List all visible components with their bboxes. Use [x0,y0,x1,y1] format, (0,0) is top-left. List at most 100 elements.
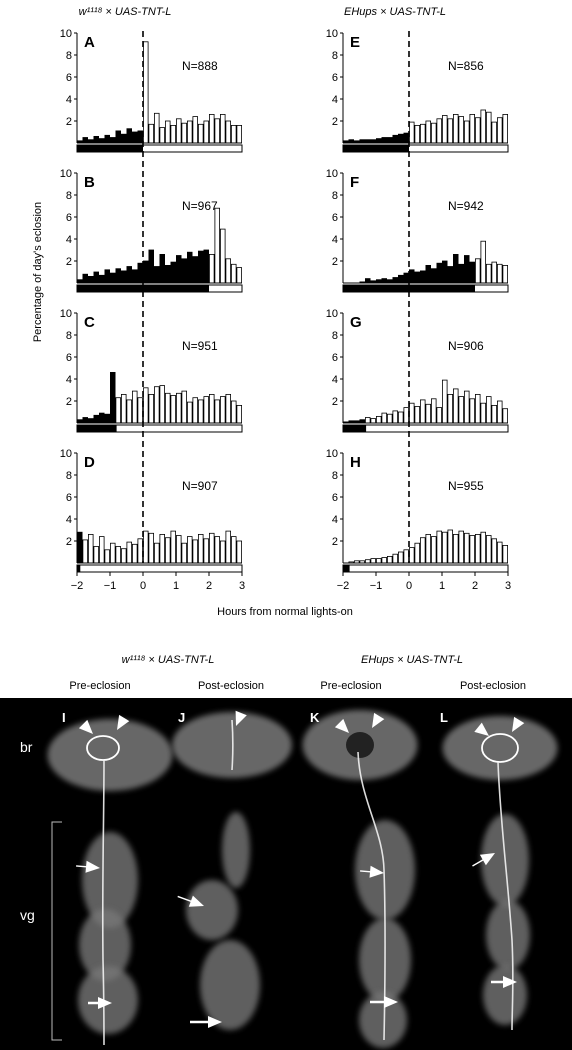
bar-f-18 [441,260,448,284]
bar-a-27 [225,120,231,144]
bar-b-15 [159,253,165,284]
xtick-label-d-4: 2 [206,580,212,592]
bar-c-24 [208,393,215,424]
bar-d-20 [186,536,193,564]
bar-d-9 [126,541,133,564]
bar-h-7 [381,557,387,564]
bar-f-15 [425,264,431,284]
bar-d-18 [175,535,182,564]
bar-c-4 [99,412,105,424]
ytick-label-h-0: 2 [332,536,338,548]
bar-g-8 [386,413,393,424]
bar-e-26 [485,111,492,144]
bar-g-9 [392,410,398,424]
tract-j [231,719,234,771]
bar-e-23 [469,114,475,144]
ytick-label-d-1: 4 [66,514,72,526]
bar-d-17 [170,530,176,564]
bar-d-23 [203,538,209,564]
bar-a-12 [142,41,149,144]
bar-a-8 [121,133,127,144]
ytick-label-a-2: 6 [66,72,72,84]
brain-l [442,716,558,780]
bar-d-2 [88,534,94,564]
chart-panel-h: 2 4 6 8 10 H N=955 −2 −1 0 1 2 3 [326,448,511,592]
ytick-label-a-1: 4 [66,94,72,106]
bar-g-7 [381,412,387,424]
ytick-label-b-3: 8 [66,190,72,202]
bar-c-29 [236,404,242,424]
light-bar-g [342,424,509,433]
dark-bar-h [343,565,350,572]
bar-d-15 [159,534,165,564]
bar-g-26 [485,396,492,424]
xtick-label-h-1: −1 [370,580,383,592]
bar-c-7 [115,397,122,424]
bar-b-9 [126,266,133,284]
bar-a-9 [126,128,133,144]
bar-h-28 [496,541,503,564]
ytick-label-c-4: 10 [60,308,72,320]
bar-e-20 [452,114,459,144]
bar-d-12 [142,530,149,564]
vg-j-upper [222,812,250,888]
bar-c-16 [164,392,171,424]
bar-f-23 [469,261,475,284]
ytick-label-c-2: 6 [66,352,72,364]
bar-h-12 [408,547,415,564]
bar-e-11 [403,132,409,144]
bar-d-11 [137,538,143,564]
stage-label-j: Post-eclosion [198,680,264,692]
bar-c-21 [192,397,198,424]
stage-label-k: Pre-eclosion [320,680,381,692]
bar-b-12 [142,260,149,284]
micro-letter-j: J [178,710,185,725]
chart-panel-a: 2 4 6 8 10 A N=888 [60,28,243,153]
bar-b-22 [197,250,204,284]
bar-d-22 [197,534,204,564]
bar-c-10 [131,390,138,424]
ytick-label-b-2: 6 [66,212,72,224]
bar-c-18 [175,392,182,424]
bar-h-27 [491,538,497,564]
vg-i-lower [78,966,138,1034]
bar-f-28 [496,263,503,284]
bar-b-2 [88,275,94,284]
vg-i-upper [82,832,138,928]
ytick-label-c-1: 4 [66,374,72,386]
chart-panel-e: 2 4 6 8 10 E N=856 [326,28,509,153]
n-label-g: N=906 [448,339,484,353]
micro-letter-i: I [62,710,66,725]
vg-k-upper [355,820,415,920]
ytick-label-f-2: 6 [332,212,338,224]
bar-b-29 [236,267,242,284]
bar-f-24 [474,258,481,284]
n-label-h: N=955 [448,479,484,493]
x-axis-label: Hours from normal lights-on [217,606,353,618]
bar-e-28 [496,117,503,144]
ytick-label-a-3: 8 [66,50,72,62]
ytick-label-h-3: 8 [332,470,338,482]
xtick-label-h-3: 1 [439,580,445,592]
ytick-label-g-3: 8 [332,330,338,342]
bar-a-28 [230,125,237,144]
bar-a-23 [203,120,209,144]
bar-c-5 [104,413,111,424]
bar-c-19 [181,390,187,424]
bar-h-23 [469,535,475,564]
bar-e-10 [397,133,404,144]
bar-b-5 [104,269,111,284]
bar-f-4 [364,278,371,284]
bar-f-7 [381,278,387,284]
n-label-a: N=888 [182,59,218,73]
ytick-label-e-3: 8 [332,50,338,62]
bar-h-14 [419,537,426,564]
bar-h-18 [441,531,448,564]
dark-bar-a [77,145,143,152]
micro-letter-l: L [440,710,448,725]
bar-h-17 [436,530,442,564]
tract-l [497,761,514,1031]
chart-panel-f: 2 4 6 8 10 F N=942 [326,168,509,293]
dark-bar-d [77,565,81,572]
